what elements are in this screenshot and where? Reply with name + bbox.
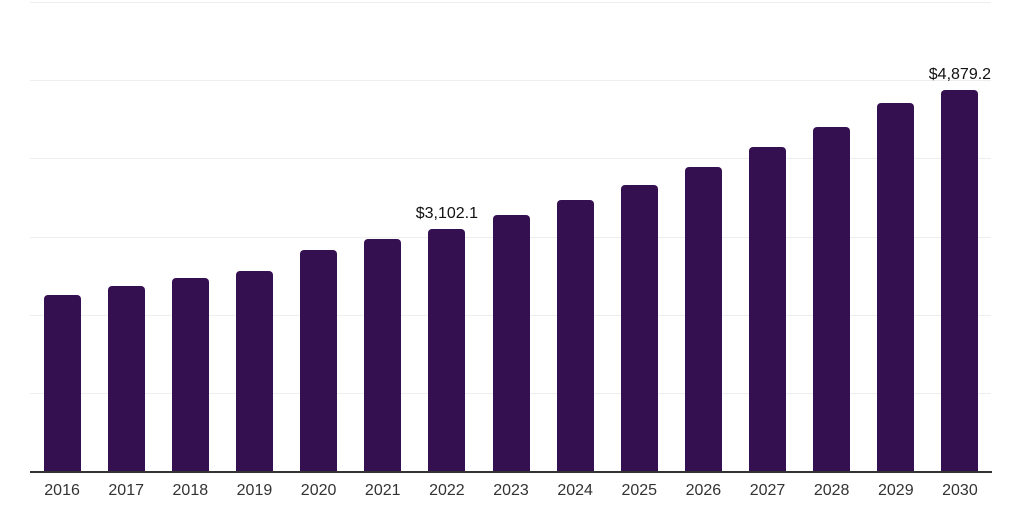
x-tick-label-2029: 2029 — [878, 482, 914, 499]
gridline — [30, 2, 991, 3]
bar-2022 — [428, 228, 466, 471]
x-tick-label-2023: 2023 — [493, 482, 529, 499]
x-tick-label-2020: 2020 — [300, 482, 337, 499]
x-tick-label-2024: 2024 — [557, 482, 593, 499]
x-tick-label-2022: 2022 — [429, 482, 465, 499]
bar-2030 — [941, 89, 979, 471]
bar-2029 — [877, 102, 915, 471]
x-tick-label-2021: 2021 — [364, 482, 401, 499]
x-tick-label-2025: 2025 — [621, 482, 658, 499]
x-tick-label-2027: 2027 — [749, 482, 786, 499]
x-tick-label-2030: 2030 — [942, 482, 978, 499]
data-label-2030: $4,879.2 — [928, 65, 992, 83]
x-tick-label-2018: 2018 — [172, 482, 209, 499]
x-tick-label-2016: 2016 — [44, 482, 80, 499]
bar-2026 — [684, 167, 722, 471]
bar-2023 — [492, 214, 530, 471]
bar-2024 — [556, 199, 594, 471]
x-tick-label-2028: 2028 — [813, 482, 850, 499]
x-tick-label-2019: 2019 — [236, 482, 273, 499]
bar-2018 — [171, 278, 209, 471]
bar-2019 — [235, 270, 273, 471]
bar-2027 — [749, 147, 787, 471]
gridline — [30, 80, 991, 82]
x-axis-line — [30, 471, 992, 473]
x-tick-label-2017: 2017 — [108, 482, 144, 499]
bar-2016 — [43, 294, 81, 471]
gridline — [30, 158, 991, 160]
x-axis-labels: 2016 2017 2018 2019 2020 2021 2022 2023 2024 2025… — [30, 483, 992, 503]
bar-2017 — [107, 285, 145, 471]
data-label-2022: $3,102.1 — [415, 204, 478, 222]
bar-2020 — [300, 249, 338, 471]
bar-2021 — [364, 238, 402, 471]
bar-2028 — [813, 126, 851, 471]
x-tick-label-2026: 2026 — [685, 482, 722, 499]
plot-area: $3,102.1 $4,879.2 — [30, 2, 992, 473]
bar-2025 — [620, 184, 658, 471]
